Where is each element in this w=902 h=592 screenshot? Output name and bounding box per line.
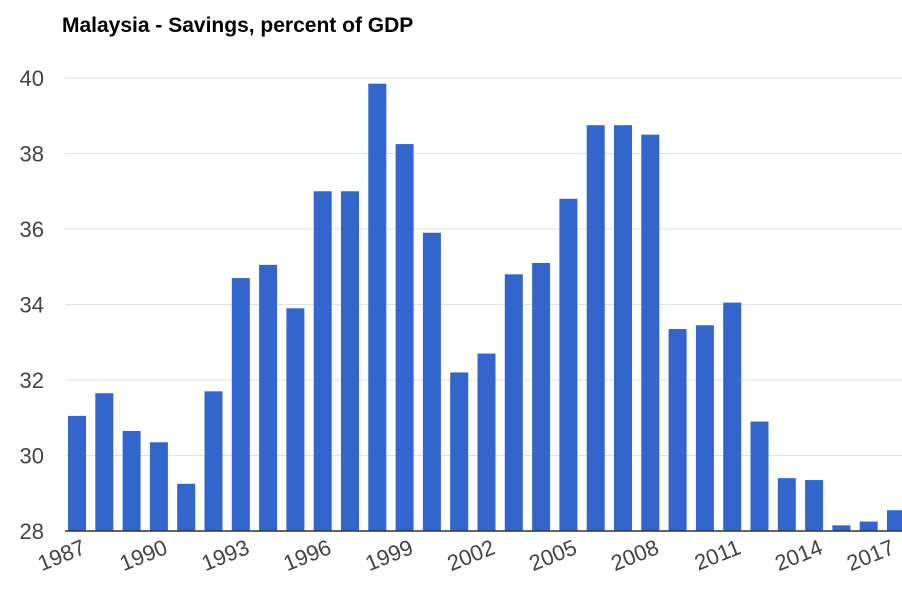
bar-2016 — [859, 521, 878, 531]
y-tick-label: 28 — [20, 519, 44, 544]
x-tick-label: 2014 — [771, 534, 826, 576]
bar-1990 — [149, 442, 168, 531]
bar-1988 — [95, 393, 114, 531]
bar-2003 — [504, 274, 523, 531]
bar-2011 — [723, 302, 742, 531]
bar-2006 — [586, 125, 605, 531]
bar-2005 — [559, 198, 578, 532]
x-tick-label: 2011 — [691, 534, 744, 575]
x-tick-label: 1996 — [280, 534, 335, 576]
bar-2013 — [777, 478, 796, 531]
bar-2009 — [668, 329, 687, 531]
y-tick-label: 38 — [20, 142, 44, 167]
bar-1999 — [395, 144, 414, 531]
bar-1989 — [122, 430, 141, 531]
y-tick-label: 40 — [20, 66, 44, 91]
bars — [68, 83, 902, 532]
x-tick-label: 1999 — [362, 534, 417, 576]
bar-2004 — [532, 262, 551, 531]
x-tick-label: 2017 — [843, 534, 898, 576]
y-tick-label: 30 — [20, 444, 44, 469]
bar-1994 — [259, 264, 278, 531]
bar-2015 — [832, 525, 851, 531]
bar-2008 — [641, 134, 660, 531]
x-tick-label: 2008 — [607, 534, 662, 576]
bar-1993 — [231, 278, 250, 531]
bar-1995 — [286, 308, 305, 531]
bar-2010 — [695, 325, 714, 531]
y-tick-label: 32 — [20, 368, 44, 393]
chart-title: Malaysia - Savings, percent of GDP — [62, 14, 414, 37]
bar-1998 — [368, 83, 387, 531]
bar-1996 — [313, 191, 332, 531]
bar-1991 — [177, 483, 196, 531]
x-tick-label: 2002 — [444, 534, 499, 576]
bar-2000 — [422, 232, 441, 531]
y-tick-label: 36 — [20, 217, 44, 242]
x-tick-label: 1993 — [198, 534, 253, 576]
bar-2012 — [750, 421, 769, 531]
bar-1992 — [204, 391, 223, 531]
bar-1987 — [68, 415, 86, 531]
bar-2007 — [614, 125, 632, 531]
bar-2014 — [805, 480, 824, 531]
x-tick-label: 1990 — [116, 534, 171, 576]
x-tick-label: 2005 — [526, 534, 581, 576]
bar-2017 — [887, 510, 902, 531]
bar-2001 — [450, 372, 469, 531]
bar-2002 — [477, 353, 496, 531]
x-tick-labels: 1987 1990 1993 1996 1999 2002 2005 2008 2011 2014… — [34, 534, 898, 576]
bar-1997 — [341, 191, 359, 531]
y-tick-labels: 28 30 32 34 36 38 40 — [20, 66, 44, 544]
y-tick-label: 34 — [20, 293, 44, 318]
